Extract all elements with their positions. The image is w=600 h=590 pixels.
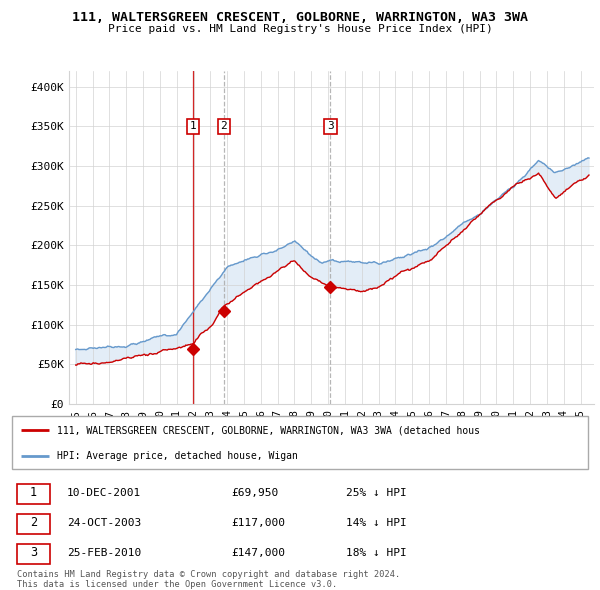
Text: £69,950: £69,950 — [231, 488, 278, 498]
Text: 10-DEC-2001: 10-DEC-2001 — [67, 488, 141, 498]
Text: 25% ↓ HPI: 25% ↓ HPI — [346, 488, 407, 498]
FancyBboxPatch shape — [17, 514, 50, 534]
Text: 3: 3 — [327, 122, 334, 132]
Text: Price paid vs. HM Land Registry's House Price Index (HPI): Price paid vs. HM Land Registry's House … — [107, 24, 493, 34]
Text: This data is licensed under the Open Government Licence v3.0.: This data is licensed under the Open Gov… — [17, 580, 337, 589]
Text: 2: 2 — [30, 516, 37, 529]
Text: £147,000: £147,000 — [231, 548, 285, 558]
Text: 2: 2 — [221, 122, 227, 132]
FancyBboxPatch shape — [17, 544, 50, 564]
Text: 25-FEB-2010: 25-FEB-2010 — [67, 548, 141, 558]
Text: 18% ↓ HPI: 18% ↓ HPI — [346, 548, 407, 558]
Text: 14% ↓ HPI: 14% ↓ HPI — [346, 517, 407, 527]
Text: Contains HM Land Registry data © Crown copyright and database right 2024.: Contains HM Land Registry data © Crown c… — [17, 570, 400, 579]
Text: HPI: Average price, detached house, Wigan: HPI: Average price, detached house, Wiga… — [57, 451, 298, 461]
Text: 24-OCT-2003: 24-OCT-2003 — [67, 517, 141, 527]
Text: 3: 3 — [30, 546, 37, 559]
Text: £117,000: £117,000 — [231, 517, 285, 527]
Text: 1: 1 — [30, 486, 37, 499]
Text: 111, WALTERSGREEN CRESCENT, GOLBORNE, WARRINGTON, WA3 3WA: 111, WALTERSGREEN CRESCENT, GOLBORNE, WA… — [72, 11, 528, 24]
Text: 111, WALTERSGREEN CRESCENT, GOLBORNE, WARRINGTON, WA3 3WA (detached hous: 111, WALTERSGREEN CRESCENT, GOLBORNE, WA… — [57, 425, 480, 435]
Text: 1: 1 — [190, 122, 196, 132]
FancyBboxPatch shape — [17, 484, 50, 504]
FancyBboxPatch shape — [12, 416, 588, 469]
